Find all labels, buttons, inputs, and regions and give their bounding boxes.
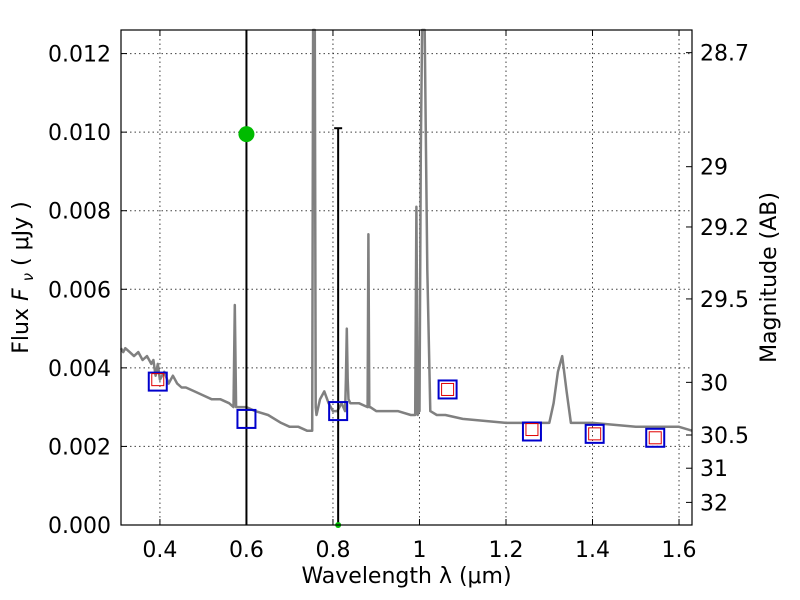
y-tick-label: 0.006 [48, 278, 111, 303]
model-photometry-point [588, 427, 602, 441]
detection-point [238, 126, 255, 143]
grid [121, 30, 692, 526]
x-tick-label: 1.6 [662, 538, 697, 563]
magnitude-tick-label: 32 [700, 491, 728, 516]
x-tick-label: 1 [412, 538, 426, 563]
magnitude-tick-label: 30.5 [700, 424, 749, 449]
photometry-point [437, 379, 458, 400]
magnitude-tick-label: 29.5 [700, 288, 749, 313]
x-tick-label: 0.6 [229, 538, 264, 563]
magnitude-tick-label: 29.2 [700, 216, 749, 241]
model-photometry-point [525, 423, 539, 437]
x-tick-label: 0.4 [142, 538, 177, 563]
y-tick-label: 0.010 [48, 121, 111, 146]
magnitude-axis-label: Magnitude (AB) [757, 192, 782, 363]
magnitude-tick-label: 30 [700, 371, 728, 396]
model-photometry-point [151, 373, 165, 387]
x-tick-label: 1.4 [575, 538, 610, 563]
y-tick-label: 0.008 [48, 200, 111, 225]
x-tick-label: 0.8 [315, 538, 350, 563]
photometry-point [584, 423, 605, 444]
markers-layer [147, 30, 666, 528]
photometry-point [328, 401, 349, 422]
magnitude-tick-label: 28.7 [700, 42, 749, 67]
y-tick-label: 0.012 [48, 43, 111, 68]
y-axis-label-subscript: ν [19, 273, 37, 281]
model-photometry-point [441, 382, 455, 396]
photometry-point [236, 408, 257, 429]
magnitude-tick-label: 31 [700, 457, 728, 482]
x-axis-label: Wavelength λ (μm) [301, 564, 511, 589]
y-axis-label-symbol: F [9, 288, 34, 301]
plot-frame [120, 29, 693, 526]
model-photometry-point [648, 431, 662, 445]
photometry-point [521, 421, 542, 442]
y-tick-label: 0.004 [48, 357, 111, 382]
y-axis-label-units: ( μJy ) [9, 201, 34, 266]
y-axis-label-prefix: Flux [9, 301, 34, 354]
magnitude-tick-label: 29 [700, 156, 728, 181]
series-layer [119, 28, 693, 432]
y-tick-label: 0.002 [48, 435, 111, 460]
sed-model-line [119, 28, 693, 432]
y-axis-label: Flux F ν ( μJy ) [9, 201, 39, 353]
photometry-point [147, 371, 168, 392]
ticks-layer: 0.4 0.6 0.8 1 1.2 1.4 1.6 0.000 0.002 0.004 0.006 0… [48, 30, 749, 563]
photometry-point [645, 427, 666, 448]
y-tick-label: 0.000 [48, 514, 111, 539]
x-tick-label: 1.2 [488, 538, 523, 563]
